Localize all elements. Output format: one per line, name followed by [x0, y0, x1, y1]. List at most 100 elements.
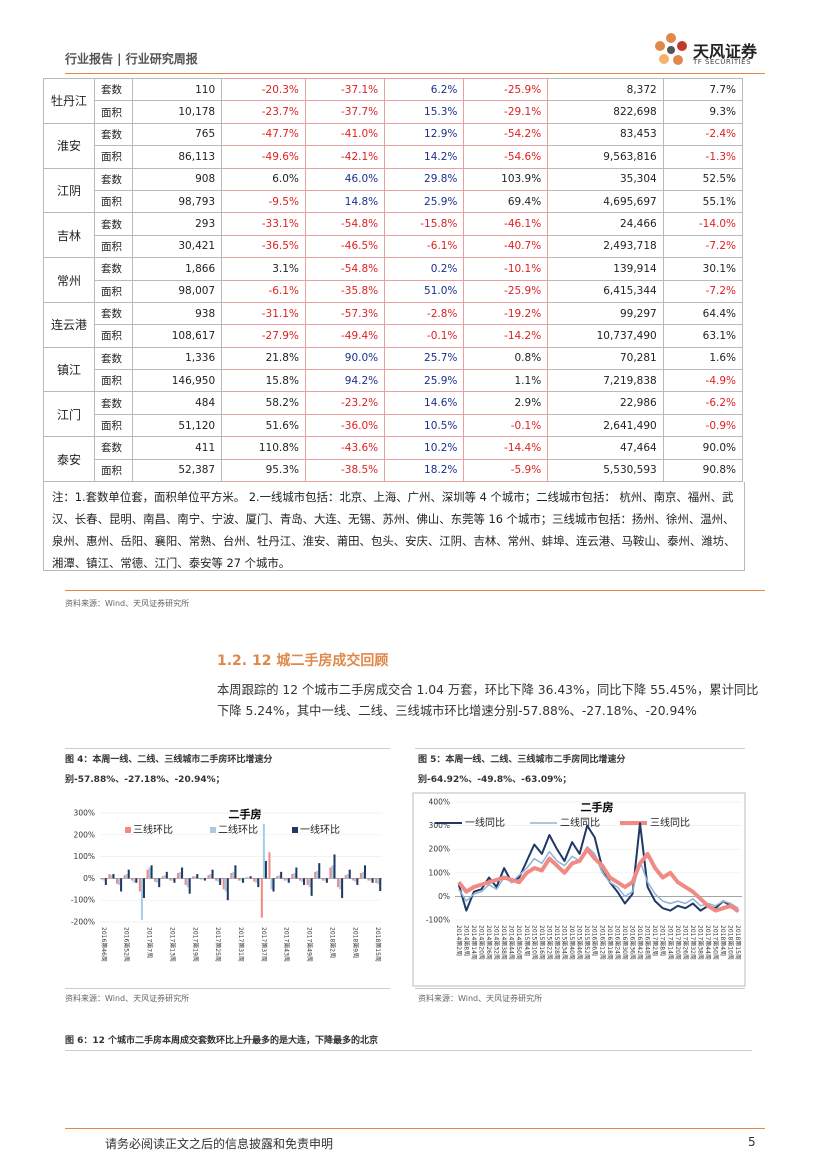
value-cell: 70,281	[547, 346, 664, 371]
value-cell: 98,793	[131, 189, 223, 214]
x-tick-label: 2017第25周	[214, 927, 222, 962]
value-cell: 25.7%	[384, 346, 465, 371]
value-cell: 51.6%	[221, 413, 306, 438]
table-row: 淮安 套数 765 -47.7% -41.0% 12.9% -54.2% 83,453 -2.4…	[43, 122, 744, 169]
bar	[199, 878, 202, 880]
bar	[102, 878, 105, 881]
x-tick-label: 2016第46周	[100, 927, 108, 962]
bar	[131, 878, 134, 881]
value-cell: 64.4%	[662, 301, 744, 326]
value-cell: -2.8%	[384, 301, 465, 326]
value-cell: 99,297	[547, 301, 664, 326]
bar	[188, 878, 191, 894]
x-tick-label: 2015第4周	[523, 925, 531, 956]
bar	[161, 876, 164, 879]
value-cell: 4,695,697	[547, 189, 664, 214]
x-tick-label: 2017第37周	[260, 927, 268, 962]
bar	[280, 871, 283, 879]
x-tick-label: 2017第26周	[681, 925, 689, 960]
bar	[371, 878, 374, 883]
bar	[112, 874, 115, 879]
header-title: 行业报告 | 行业研究周报	[65, 52, 198, 66]
y-tick-label: 200%	[429, 845, 450, 854]
bar	[354, 878, 357, 882]
x-tick-label: 2017第19周	[191, 927, 199, 962]
value-cell: 35,304	[547, 167, 664, 191]
bar	[337, 878, 340, 888]
x-tick-label: 2018第15周	[374, 927, 382, 962]
bar	[318, 863, 321, 879]
bar	[316, 870, 319, 879]
value-cell: -14.2%	[463, 324, 549, 348]
bar	[211, 869, 214, 879]
value-cell: 1,336	[131, 346, 223, 371]
bar	[173, 878, 176, 883]
y-tick-label: 0%	[438, 892, 450, 901]
x-tick-label: 2015第22周	[545, 925, 553, 960]
bar	[331, 865, 334, 879]
bar	[169, 878, 172, 881]
table-row: 常州 套数 1,866 3.1% -54.8% 0.2% -10.1% 139,914 30.1…	[43, 257, 744, 303]
bar	[104, 878, 107, 885]
source: 资料来源：Wind、天风证券研究所	[65, 994, 190, 1003]
value-cell: -27.9%	[221, 324, 306, 348]
legend-label: 二线环比	[218, 823, 258, 836]
page-number: 5	[748, 1135, 756, 1149]
bar	[356, 878, 359, 885]
bar	[224, 878, 227, 892]
bar	[367, 878, 370, 881]
bar	[298, 878, 301, 881]
legend-label: 一线环比	[300, 823, 340, 836]
legend-swatch	[125, 827, 131, 833]
bar	[163, 875, 166, 879]
value-cell: 14.8%	[304, 189, 386, 214]
bar	[181, 867, 184, 879]
paragraph: 本周跟踪的 12 个城市二手房成交合 1.04 万套，环比下降 36.43%，同…	[217, 683, 759, 718]
rule	[65, 748, 390, 749]
bar	[255, 878, 258, 883]
table-row: 吉林 套数 293 -33.1% -54.8% -15.8% -46.1% 24,466 -14…	[43, 212, 744, 259]
value-cell: -6.2%	[662, 391, 744, 415]
x-tick-label: 2016第24周	[613, 925, 621, 960]
y-tick-label: 300%	[429, 821, 450, 830]
label-cell: 套数	[94, 436, 133, 460]
value-cell: -29.1%	[463, 100, 549, 124]
value-cell: -14.4%	[463, 436, 549, 460]
bar	[363, 865, 366, 879]
x-tick-label: 2017第8周	[659, 925, 667, 956]
bar	[237, 878, 240, 881]
x-tick-label: 2017第31周	[237, 927, 245, 962]
bar	[158, 878, 161, 888]
bar	[323, 878, 326, 881]
label-cell: 面积	[94, 100, 133, 124]
value-cell: -23.2%	[304, 391, 386, 415]
value-cell: -25.9%	[463, 279, 549, 303]
figure-caption: 图 6：12 个城市二手房本周成交套数环比上升最多的是大连，下降最多的北京	[65, 1036, 379, 1046]
label-cell: 面积	[94, 234, 133, 259]
value-cell: 51,120	[131, 413, 223, 438]
bar	[217, 878, 220, 882]
bar	[207, 875, 210, 879]
value-cell: 2,493,718	[547, 234, 664, 259]
bar	[222, 878, 225, 890]
x-tick-label: 2014第50周	[515, 925, 523, 960]
bar	[285, 878, 288, 881]
bar	[253, 878, 256, 882]
value-cell: 98,007	[131, 279, 223, 303]
value-cell: -1.3%	[662, 145, 744, 169]
value-cell: -7.2%	[662, 279, 744, 303]
value-cell: -54.8%	[304, 257, 386, 281]
value-cell: 18.2%	[384, 458, 465, 483]
value-cell: 90.0%	[662, 436, 744, 460]
brand: 天风证券	[693, 42, 758, 61]
table-note: 注：1.套数单位套，面积单位平方米。 2.一线城市包括：北京、上海、广州、深圳等…	[43, 482, 745, 571]
y-tick-label: 400%	[429, 798, 450, 807]
table-row: 面积 52,387 95.3% -38.5% 18.2% -5.9% 5,530,593 90…	[44, 458, 744, 483]
x-tick-label: 2016第36周	[628, 925, 636, 960]
x-tick-label: 2018第4周	[719, 925, 727, 956]
table-row: 面积 146,950 15.8% 94.2% 25.9% 1.1% 7,219,838 -4.…	[44, 369, 744, 393]
x-tick-label: 2015第28周	[553, 925, 561, 960]
x-tick-label: 2017第32周	[689, 925, 697, 960]
bar	[230, 872, 233, 879]
